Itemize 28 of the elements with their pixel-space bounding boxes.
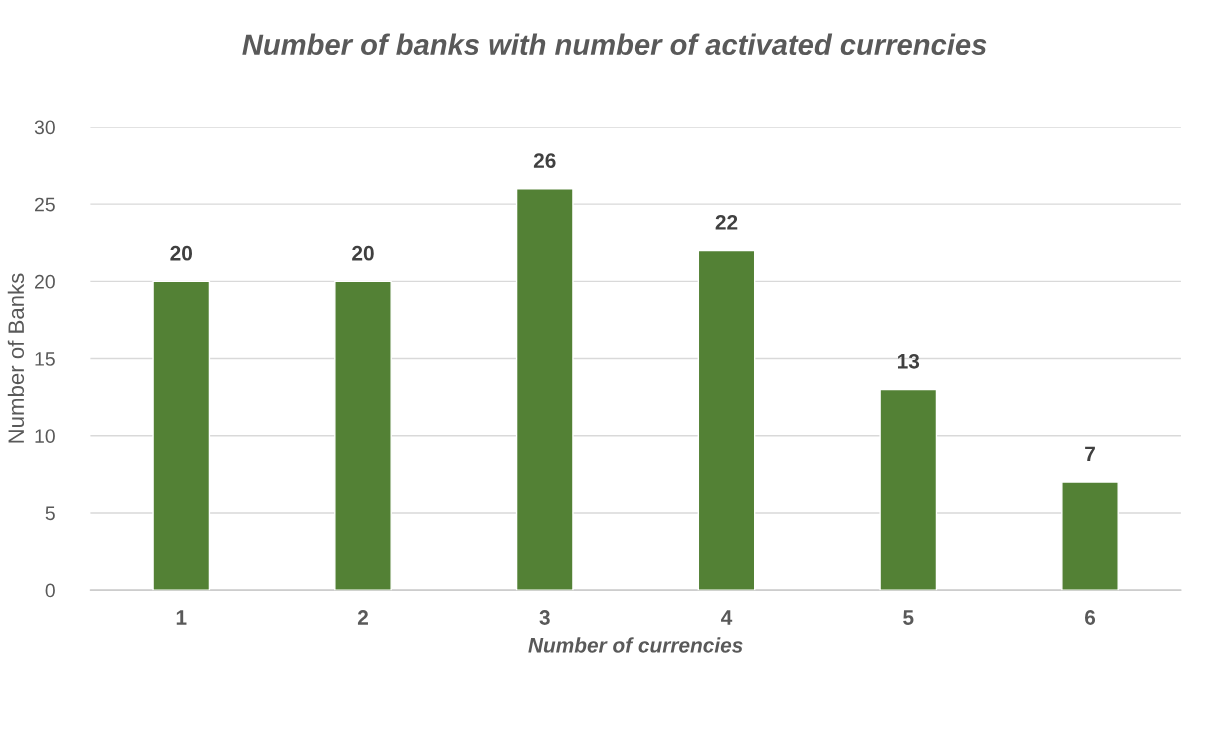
bar (515, 188, 574, 591)
x-tick-label: 2 (357, 610, 368, 625)
y-tick-label: 15 (35, 352, 55, 366)
data-label: 13 (898, 353, 920, 369)
y-tick-label: 20 (35, 274, 55, 289)
bar (697, 249, 756, 591)
data-label: 22 (715, 214, 738, 230)
y-tick-label: 0 (45, 583, 55, 598)
y-tick-label: 30 (34, 120, 55, 135)
x-axis-title: Number of currencies (528, 637, 743, 653)
y-tick-label: 10 (35, 429, 55, 443)
x-tick-label: 4 (721, 610, 733, 625)
x-tick-label: 3 (539, 610, 550, 625)
bar (879, 388, 938, 591)
data-label: 20 (352, 245, 374, 261)
chart-title: Number of banks with number of activated currencies (242, 33, 987, 56)
x-tick-label: 6 (1084, 610, 1096, 625)
y-axis-title: Number of Banks (7, 273, 25, 443)
data-label: 20 (170, 245, 192, 261)
y-tick-label: 5 (45, 506, 55, 521)
bar (1061, 481, 1119, 591)
bar (152, 280, 211, 591)
x-tick-label: 1 (176, 610, 187, 625)
data-label: 26 (533, 153, 556, 168)
bar (334, 280, 392, 591)
x-tick-label: 5 (903, 610, 914, 625)
y-tick-label: 25 (35, 197, 55, 212)
data-label: 7 (1085, 446, 1095, 462)
